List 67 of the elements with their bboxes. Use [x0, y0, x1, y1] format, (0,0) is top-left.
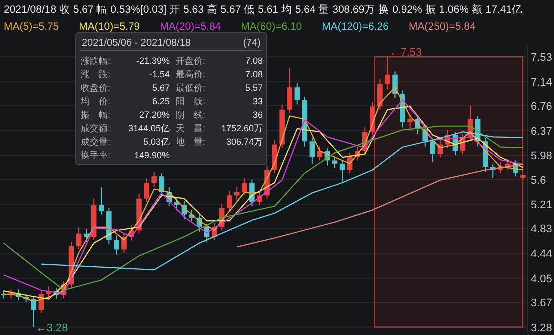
annotation: 成交量:: [81, 137, 111, 147]
chart-title: 2021/08/18 收 5.67 幅 0.53%[0.03] 开 5.63 高 5.67 低 5.61 均 5.64 量 308.69万 换 0.92% 振 1.06% 额 17.41亿: [4, 3, 524, 16]
candlestick: [122, 232, 127, 254]
annotation: 27.20%: [139, 110, 170, 120]
y-tick-label: 4.83: [531, 224, 552, 236]
annotation: 涨跌幅:: [81, 56, 111, 66]
annotation: ←3.28: [36, 322, 68, 334]
y-tick-label: 4.44: [531, 248, 552, 261]
candlestick: [392, 71, 398, 99]
annotation: 换手率:: [81, 150, 111, 160]
annotation: 振 幅:: [81, 110, 111, 120]
annotation: 收盘价:: [81, 83, 111, 93]
annotation: 5.67: [152, 83, 170, 93]
annotation: 149.90%: [134, 150, 170, 160]
y-tick-label: 5.6: [531, 174, 546, 187]
candlestick: [340, 160, 346, 184]
annotation: 7.08: [245, 70, 263, 80]
annotation: 地 量:: [175, 137, 206, 147]
y-tick-label: 6.37: [531, 126, 552, 138]
candlestick: [99, 186, 104, 216]
annotation: 306.74万: [226, 137, 263, 147]
annotation: 33: [252, 96, 263, 106]
annotation: 7.08: [245, 56, 263, 66]
y-tick-label: 4.05: [531, 273, 552, 286]
y-tick-label: 3.28: [531, 322, 552, 334]
candlestick: [310, 137, 316, 164]
annotation: 均 价:: [80, 96, 111, 106]
annotation: 5.03亿: [143, 137, 170, 147]
y-tick-label: 7.14: [531, 76, 552, 89]
candlestick: [287, 67, 292, 114]
candlestick: [76, 226, 82, 250]
candlestick: [430, 138, 436, 162]
y-tick-label: 6.76: [531, 101, 552, 114]
candlestick: [152, 172, 157, 188]
annotation: -21.39%: [136, 56, 170, 66]
annotation: ←7.53: [390, 47, 422, 60]
annotation: 阳 线:: [176, 96, 206, 106]
annotation: 5.57: [245, 83, 263, 93]
candlestick: [226, 190, 232, 212]
annotation: 开盘价:: [176, 56, 206, 66]
annotation: 36: [252, 110, 263, 120]
y-tick-label: 3.67: [531, 297, 552, 310]
candlestick: [114, 235, 120, 256]
annotation: 6.25: [152, 96, 170, 106]
candlestick: [332, 156, 338, 169]
annotation: 阴 线:: [176, 110, 206, 120]
annotation: -1.54: [149, 70, 170, 80]
candlestick: [385, 56, 390, 90]
candlestick: [144, 178, 150, 203]
annotation: 最高价:: [176, 70, 206, 80]
candlestick: [242, 178, 248, 196]
y-tick-label: 5.21: [531, 200, 552, 212]
annotation: 涨 跌:: [81, 70, 111, 80]
candlestick: [408, 114, 413, 130]
annotation: 3144.05亿: [128, 124, 170, 134]
candlestick: [294, 82, 300, 106]
legend: MA(5)=5.75 MA(10)=5.79 MA(20)=5.84 MA(60)=6.10 MA(120)=6.26 MA(250)=5.84: [4, 21, 476, 33]
candlestick: [378, 78, 383, 110]
annotation: 1752.60万: [221, 124, 263, 134]
annotation: 最低价:: [176, 83, 206, 93]
annotation: 天 量:: [176, 124, 206, 134]
annotation: 2021/05/06 - 2021/08/18: [82, 38, 192, 49]
y-tick-label: 5.98: [531, 150, 552, 163]
annotation: (74): [243, 38, 261, 49]
candlestick: [234, 186, 240, 201]
y-tick-label: 7.53: [531, 52, 552, 64]
annotation: 成交额:: [81, 124, 111, 134]
